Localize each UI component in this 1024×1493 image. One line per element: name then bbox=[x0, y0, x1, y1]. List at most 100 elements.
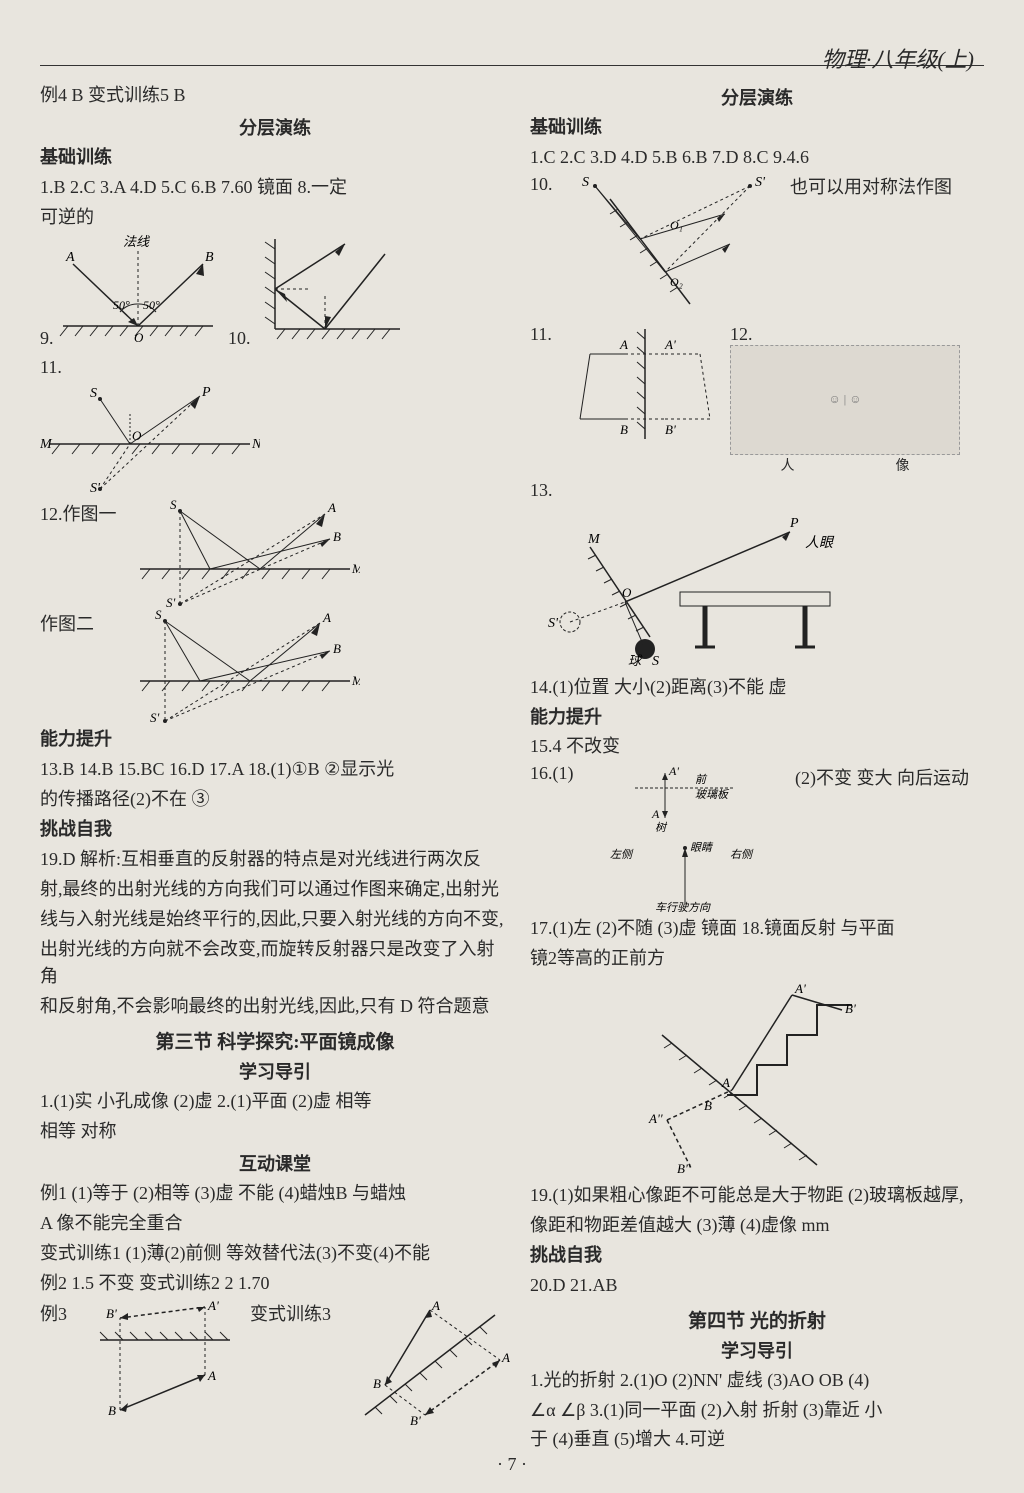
label-Bp: B' bbox=[410, 1413, 421, 1428]
figure-row-ex3: 例3 A B A' bbox=[40, 1300, 510, 1430]
text-line: A 像不能完全重合 bbox=[40, 1210, 510, 1238]
figure-row-16: 16.(1) A' A 树 前 玻璃板 眼睛 左侧 右侧 车行驶方向 (2)不变… bbox=[530, 763, 984, 913]
text-line: 和反射角,不会影响最终的出射光线,因此,只有 D 符合题意 bbox=[40, 993, 510, 1021]
label-image: 像 bbox=[896, 455, 910, 475]
section-title: 第三节 科学探究:平面镜成像 bbox=[40, 1027, 510, 1054]
label-A: A bbox=[721, 1075, 730, 1090]
text-line: 11. bbox=[40, 354, 510, 382]
subheading: 挑战自我 bbox=[40, 816, 510, 844]
label-angle1: 50° bbox=[113, 298, 130, 312]
text-line: 变式训练1 (1)薄(2)前侧 等效替代法(3)不变(4)不能 bbox=[40, 1240, 510, 1268]
text-line: 12.作图一 bbox=[40, 501, 120, 529]
figure-13-right: M P 人眼 S' S 球 O bbox=[530, 507, 860, 667]
text-line: 线与入射光线是始终平行的,因此,只要入射光线的方向不变, bbox=[40, 906, 510, 934]
text-line: 射,最终的出射光线的方向我们可以通过作图来确定,出射光 bbox=[40, 876, 510, 904]
subheading: 能力提升 bbox=[530, 704, 984, 732]
figure-11: S S' P M N O bbox=[40, 384, 260, 494]
label-B: B bbox=[108, 1403, 116, 1418]
text-line: 相等 对称 bbox=[40, 1118, 510, 1146]
label-S: S bbox=[170, 499, 177, 512]
label-glass: 玻璃板 bbox=[695, 788, 730, 801]
figure-12-right-person-mirror: ☺ | ☺ bbox=[730, 345, 960, 455]
page-footer: · 7 · bbox=[0, 1454, 1024, 1475]
left-column: 例4 B 变式训练5 B 分层演练 基础训练 1.B 2.C 3.A 4.D 5… bbox=[40, 80, 510, 1456]
label-angle2: 50° bbox=[143, 298, 160, 312]
label-O2: O₂ bbox=[670, 275, 683, 289]
subheading: 能力提升 bbox=[40, 726, 510, 754]
figure-9-reflection: A B 法线 50° 50° O bbox=[58, 234, 218, 344]
figure-row-11-12r: 11. A B A' B' bbox=[530, 324, 984, 475]
label-S: S bbox=[652, 654, 659, 667]
label-N: N bbox=[251, 437, 260, 452]
figure-10-mirror bbox=[255, 234, 405, 344]
label-A: A bbox=[207, 1368, 216, 1383]
label-B: B bbox=[704, 1098, 712, 1113]
label-normal: 法线 bbox=[123, 234, 150, 249]
text-line: 例2 1.5 不变 变式训练2 2 1.70 bbox=[40, 1270, 510, 1298]
text-line: 变式训练3 bbox=[250, 1300, 340, 1326]
text-line: 13.B 14.B 15.BC 16.D 17.A 18.(1)①B ②显示光 bbox=[40, 756, 510, 784]
section-heading: 分层演练 bbox=[40, 114, 510, 140]
text-line: (2)不变 变大 向后运动 bbox=[795, 765, 969, 793]
label-A: A bbox=[322, 610, 331, 625]
figure-10-right: S S' O₁ O₂ bbox=[570, 174, 780, 324]
subheading: 基础训练 bbox=[40, 144, 510, 172]
label-A: A bbox=[65, 250, 75, 265]
label-B: B bbox=[333, 641, 341, 656]
label-dir: 车行驶方向 bbox=[655, 901, 711, 913]
label-M: M bbox=[587, 532, 601, 547]
text-line: 13. bbox=[530, 477, 984, 505]
label-Sp: S' bbox=[150, 710, 160, 724]
text-line: 12. bbox=[730, 324, 753, 344]
figure-18-stairs: A B A' B' A'' B'' bbox=[637, 975, 877, 1175]
right-column: 分层演练 基础训练 1.C 2.C 3.D 4.D 5.B 6.B 7.D 8.… bbox=[530, 80, 984, 1456]
text-line: 9. bbox=[40, 328, 54, 348]
label-S: S bbox=[582, 175, 589, 190]
label-O1: O₁ bbox=[670, 218, 683, 232]
label-M: M bbox=[351, 561, 360, 576]
figure-row-10r: 10. S S' bbox=[530, 174, 984, 324]
text-line: 19.D 解析:互相垂直的反射器的特点是对光线进行两次反 bbox=[40, 846, 510, 874]
text-line: 也可以用对称法作图 bbox=[790, 174, 952, 202]
label-Ap: A' bbox=[668, 764, 679, 778]
text-line: 20.D 21.AB bbox=[530, 1272, 984, 1300]
text-line: 14.(1)位置 大小(2)距离(3)不能 虚 bbox=[530, 674, 984, 702]
text-line: 作图二 bbox=[40, 611, 120, 639]
section-heading: 学习导引 bbox=[530, 1337, 984, 1363]
label-left: 左侧 bbox=[610, 848, 634, 861]
figure-row-12b: 作图二 bbox=[40, 609, 510, 724]
label-right: 右侧 bbox=[730, 848, 754, 861]
text-line: 1.光的折射 2.(1)O (2)NN' 虚线 (3)AO OB (4) bbox=[530, 1367, 984, 1395]
label-O: O bbox=[134, 330, 144, 344]
label-B: B bbox=[620, 422, 628, 437]
text-line: 例4 B 变式训练5 B bbox=[40, 82, 510, 110]
text-line: 可逆的 bbox=[40, 204, 510, 232]
label-Sp: S' bbox=[166, 595, 176, 609]
text-line: 1.B 2.C 3.A 4.D 5.C 6.B 7.60 镜面 8.一定 bbox=[40, 174, 510, 202]
label-M: M bbox=[351, 673, 360, 688]
label-A: A bbox=[619, 337, 628, 352]
label-Ap: A' bbox=[501, 1350, 510, 1365]
content-columns: 例4 B 变式训练5 B 分层演练 基础训练 1.B 2.C 3.A 4.D 5… bbox=[40, 80, 984, 1456]
text-line: 17.(1)左 (2)不随 (3)虚 镜面 18.镜面反射 与平面 bbox=[530, 915, 984, 943]
text-line: 10. bbox=[530, 174, 560, 195]
label-S: S bbox=[155, 609, 162, 622]
label-Bp: B' bbox=[665, 422, 676, 437]
label-eye: 人眼 bbox=[805, 535, 835, 551]
label-Ap: A' bbox=[794, 981, 806, 996]
label-tree: 树 bbox=[655, 821, 668, 834]
figure-ex3-left: A B A' B' bbox=[90, 1300, 240, 1420]
label-Bpp: B'' bbox=[677, 1161, 691, 1175]
label-App: A'' bbox=[648, 1111, 663, 1126]
section-heading: 互动课堂 bbox=[40, 1150, 510, 1176]
label-Sp: S' bbox=[755, 175, 766, 190]
label-M: M bbox=[40, 437, 53, 452]
text-line: 11. bbox=[530, 324, 560, 345]
text-line: 例1 (1)等于 (2)相等 (3)虚 不能 (4)蜡烛B 与蜡烛 bbox=[40, 1180, 510, 1208]
figure-ex3-right: A B A' B' bbox=[350, 1300, 510, 1430]
label-P: P bbox=[789, 516, 799, 531]
label-A: A bbox=[651, 807, 660, 821]
label-B: B bbox=[333, 529, 341, 544]
label-Sp: S' bbox=[548, 616, 559, 631]
label-A: A bbox=[327, 500, 336, 515]
